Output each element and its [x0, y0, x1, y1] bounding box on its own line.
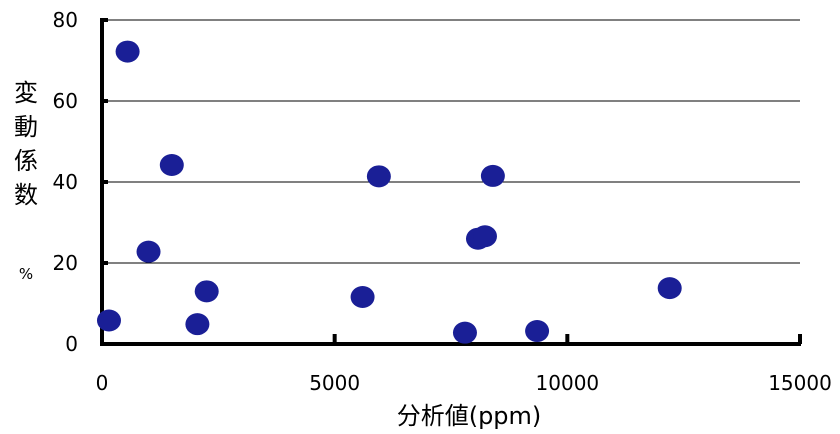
y-axis-unit-label: % [19, 265, 33, 283]
y-tick-label: 0 [65, 332, 78, 356]
data-point [185, 313, 210, 336]
y-tick-label: 80 [53, 8, 78, 32]
data-point [159, 153, 184, 176]
y-tick-label: 20 [53, 251, 78, 275]
x-tick-label: 5000 [309, 371, 360, 395]
data-point [472, 225, 497, 248]
data-point [194, 280, 219, 303]
axes [100, 18, 802, 346]
x-tick-label: 0 [96, 371, 109, 395]
data-point [366, 165, 391, 188]
y-axis-title-char: 数 [14, 181, 38, 209]
data-point [115, 40, 140, 63]
y-tick-label: 60 [53, 89, 78, 113]
y-axis-title-char: 係 [14, 147, 38, 175]
y-axis-title-char: 動 [14, 113, 38, 141]
tick-labels: 0 20 40 60 80 0 5000 10000 15000 [53, 8, 832, 395]
y-axis-title-char: 変 [14, 79, 38, 107]
data-point [480, 164, 505, 187]
data-point [350, 286, 375, 309]
x-tick-label: 10000 [536, 371, 600, 395]
data-point [96, 309, 121, 332]
data-point [136, 240, 161, 263]
data-point [525, 320, 550, 343]
x-axis-title: 分析値(ppm) [397, 402, 542, 430]
x-tick-label: 15000 [768, 371, 832, 395]
data-points [96, 40, 682, 344]
y-tick-label: 40 [53, 170, 78, 194]
data-point [452, 321, 477, 344]
grid-lines [102, 19, 800, 264]
data-point [657, 277, 682, 300]
